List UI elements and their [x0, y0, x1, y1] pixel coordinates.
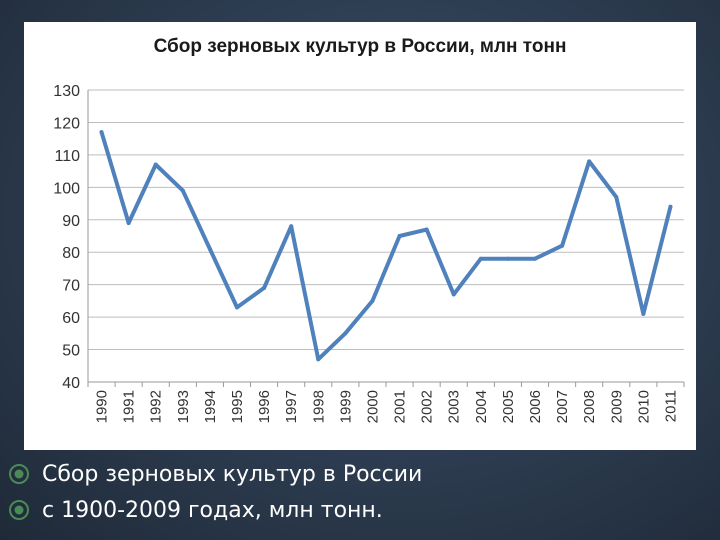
- data-point: [424, 227, 429, 232]
- bullet-text: Сбор зерновых культур в России: [42, 461, 423, 487]
- x-tick-label: 2007: [554, 390, 571, 423]
- data-point: [180, 188, 185, 193]
- data-point: [289, 224, 294, 229]
- data-point: [235, 305, 239, 310]
- chart-panel: Сбор зерновых культур в России, млн тонн…: [24, 22, 696, 450]
- bullet-text: с 1900-2009 годах, млн тонн.: [42, 497, 383, 523]
- y-tick-label: 130: [53, 83, 80, 100]
- x-tick-label: 2000: [364, 390, 381, 423]
- x-tick-label: 2002: [419, 390, 436, 423]
- data-point: [533, 256, 537, 261]
- data-point: [99, 130, 104, 135]
- data-point: [478, 256, 483, 261]
- chart-title: Сбор зерновых культур в России, млн тонн: [153, 36, 567, 57]
- y-tick-label: 90: [62, 213, 80, 230]
- y-tick-label: 70: [62, 278, 80, 295]
- x-tick-label: 2011: [662, 390, 679, 422]
- series-line: [99, 130, 673, 362]
- x-tick-label: 2006: [527, 390, 544, 423]
- x-tick-label: 2005: [500, 390, 517, 423]
- x-tick-label: 2008: [581, 390, 598, 423]
- x-tick-label: 2010: [635, 390, 652, 423]
- data-point: [316, 357, 321, 362]
- target-bullet-icon: [8, 499, 30, 521]
- data-point: [451, 292, 456, 297]
- x-tick-label: 2003: [446, 390, 463, 423]
- data-point: [505, 256, 510, 261]
- data-point: [614, 195, 619, 200]
- y-tick-label: 50: [62, 343, 80, 360]
- data-point: [587, 159, 592, 164]
- bullet-item: с 1900-2009 годах, млн тонн.: [8, 492, 708, 528]
- x-tick-label: 1992: [148, 390, 165, 423]
- data-point: [668, 204, 673, 209]
- x-tick-label: 1998: [310, 390, 327, 423]
- line-chart: 130 120 110 100 90 80 70 60 50 40 1990 1991 1992 1993…: [53, 83, 685, 423]
- x-tick-label: 2001: [392, 390, 409, 423]
- data-point: [262, 285, 267, 290]
- y-tick-label: 80: [62, 245, 80, 262]
- x-tick-label: 1996: [256, 390, 273, 423]
- data-point: [397, 234, 402, 238]
- y-tick-label: 40: [62, 375, 80, 392]
- x-tick-label: 1997: [283, 390, 300, 423]
- target-bullet-icon: [8, 463, 30, 485]
- data-point: [370, 298, 375, 303]
- x-tick-label: 1990: [94, 390, 111, 423]
- data-point: [126, 221, 131, 226]
- data-point: [560, 243, 565, 248]
- x-tick-label: 1991: [121, 390, 138, 423]
- y-tick-label: 100: [53, 180, 80, 197]
- y-tick-label: 110: [54, 148, 80, 165]
- x-tick-label: 1995: [229, 390, 246, 423]
- data-point: [343, 331, 348, 336]
- bullet-item: Сбор зерновых культур в России: [8, 456, 708, 492]
- x-tick-label: 1999: [337, 390, 354, 423]
- x-tick-label: 1993: [175, 390, 192, 423]
- data-point: [641, 311, 646, 316]
- x-tick-label: 2004: [473, 390, 490, 423]
- y-tick-label: 60: [62, 310, 80, 327]
- data-point: [207, 246, 212, 251]
- y-tick-label: 120: [53, 115, 80, 132]
- data-point: [153, 162, 158, 167]
- x-tick-label: 2009: [608, 390, 625, 423]
- bullet-list: Сбор зерновых культур в России с 1900-20…: [8, 456, 708, 528]
- x-tick-label: 1994: [202, 390, 219, 423]
